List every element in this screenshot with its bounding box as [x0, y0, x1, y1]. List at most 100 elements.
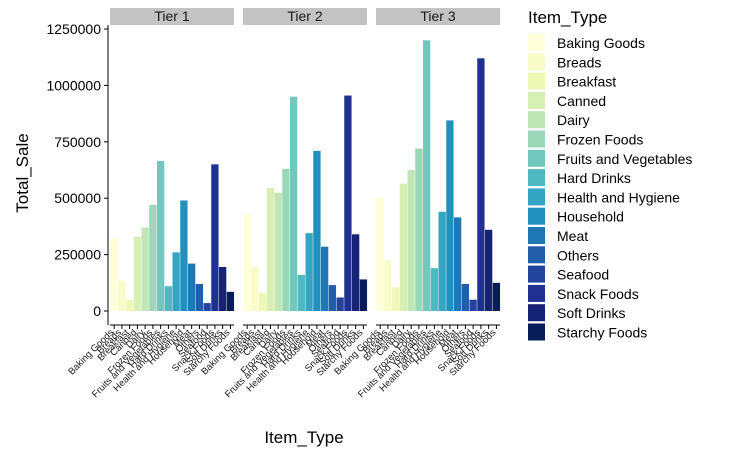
facet-strip-label: Tier 1: [154, 8, 189, 24]
bar: [399, 183, 408, 311]
bar: [305, 233, 313, 311]
legend-item: Snack Foods: [528, 284, 639, 302]
legend-label: Others: [557, 247, 599, 263]
bar: [328, 285, 337, 311]
bar: [290, 96, 298, 312]
legend-label: Meat: [557, 228, 588, 244]
y-tick-label: 1250000: [46, 21, 101, 37]
legend-label: Canned: [557, 93, 606, 109]
legend-item: Hard Drinks: [528, 169, 631, 187]
legend-key: [528, 91, 545, 109]
bar: [126, 299, 134, 311]
bar: [164, 286, 173, 311]
bar: [438, 211, 446, 311]
bar: [297, 274, 306, 311]
bar: [352, 234, 360, 311]
bar: [376, 197, 384, 311]
legend-item: Others: [528, 246, 599, 264]
legend-key: [528, 284, 545, 302]
bar: [251, 267, 259, 311]
y-tick-label: 1000000: [46, 77, 101, 93]
legend-item: Seafood: [528, 265, 609, 283]
bar: [454, 217, 462, 311]
bar: [446, 120, 454, 312]
bar: [469, 299, 477, 311]
legend-key: [528, 53, 545, 71]
facet-strip: [376, 8, 500, 25]
bar: [392, 287, 400, 311]
legend-key: [528, 304, 545, 322]
bar: [274, 192, 282, 311]
legend-item: Breads: [528, 53, 601, 71]
bar: [321, 246, 329, 311]
bar: [477, 58, 485, 311]
bar: [415, 148, 423, 311]
legend-item: Fruits and Vegetables: [528, 149, 692, 167]
legend-label: Hard Drinks: [557, 170, 631, 186]
facet-strip: [110, 8, 234, 25]
legend-item: Health and Hygiene: [528, 188, 680, 206]
legend-label: Household: [557, 209, 624, 225]
legend-label: Soft Drinks: [557, 305, 625, 321]
legend-key: [528, 188, 545, 206]
legend-key: [528, 130, 545, 148]
legend-label: Frozen Foods: [557, 132, 643, 148]
legend-key: [528, 246, 545, 264]
legend-label: Fruits and Vegetables: [557, 151, 692, 167]
legend-label: Breakfast: [557, 74, 616, 90]
bar: [157, 160, 165, 311]
y-tick-label: 0: [93, 303, 101, 319]
bar: [430, 268, 439, 311]
legend-title: Item_Type: [528, 8, 607, 27]
bar: [118, 280, 126, 311]
legend-key: [528, 207, 545, 225]
legend-item: Canned: [528, 91, 606, 109]
bar: [172, 252, 180, 311]
legend-label: Starchy Foods: [557, 325, 647, 341]
legend-item: Frozen Foods: [528, 130, 643, 148]
bar: [313, 150, 321, 311]
x-axis-title: Item_Type: [264, 428, 343, 447]
legend-item: Dairy: [528, 111, 590, 129]
bar: [282, 168, 290, 311]
bar: [180, 200, 188, 311]
bar: [259, 292, 267, 311]
bar: [336, 297, 344, 311]
bar: [149, 204, 157, 311]
bar: [188, 263, 196, 311]
legend-item: Meat: [528, 227, 588, 244]
legend-item: Breakfast: [528, 72, 616, 90]
bar: [133, 236, 142, 311]
bar: [461, 283, 470, 311]
legend-label: Snack Foods: [557, 286, 639, 302]
legend-key: [528, 169, 545, 187]
legend-label: Dairy: [557, 112, 590, 128]
legend-item: Soft Drinks: [528, 304, 625, 322]
bar: [203, 303, 211, 311]
bar: [344, 95, 352, 311]
bar: [141, 227, 149, 311]
bar: [359, 279, 368, 311]
legend-key: [528, 227, 545, 244]
bar: [226, 291, 235, 311]
legend-item: Starchy Foods: [528, 323, 647, 341]
bar: [266, 188, 275, 311]
bar: [384, 260, 392, 311]
bar: [243, 213, 251, 311]
bar: [211, 164, 219, 311]
legend-label: Health and Hygiene: [557, 189, 680, 205]
bar: [219, 267, 227, 311]
legend-key: [528, 111, 545, 129]
legend-item: Household: [528, 207, 624, 225]
legend-label: Breads: [557, 54, 601, 70]
y-tick-label: 250000: [54, 247, 101, 263]
y-tick-label: 750000: [54, 134, 101, 150]
bar: [423, 40, 431, 311]
facet-strip-label: Tier 3: [420, 8, 455, 24]
legend-key: [528, 265, 545, 283]
facet-strip: [243, 8, 367, 25]
bar: [110, 237, 118, 311]
bar: [492, 282, 501, 311]
